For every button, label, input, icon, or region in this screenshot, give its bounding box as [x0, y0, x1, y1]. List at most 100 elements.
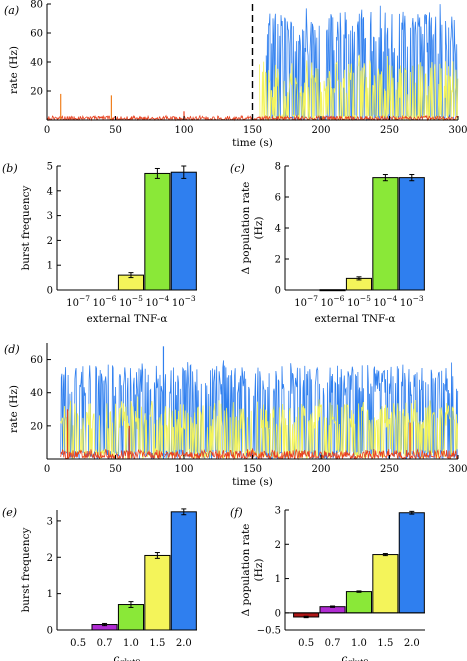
x-tick-label: 50 [109, 125, 122, 136]
x-tick-label: 10−7 [294, 294, 318, 309]
panel-d: 0 50 100 150 200 250 300 20 40 60 time (s) rate (Hz… [4, 343, 467, 488]
bar [372, 554, 399, 614]
x-tick-label: 250 [380, 125, 399, 136]
x-tick-label: 150 [243, 464, 262, 475]
y-tick-label: 20 [30, 87, 43, 98]
y-tick-label: 1 [275, 574, 281, 585]
x-tick-label: 1.0 [123, 638, 139, 649]
x-tick-label: 10−3 [400, 294, 424, 309]
x-tick-label: 0.7 [97, 638, 113, 649]
x-tick-label: 200 [311, 125, 330, 136]
y-tick-label: 3 [275, 506, 281, 517]
x-tick-label: 0.5 [70, 638, 86, 649]
x-tick-label: 1.0 [351, 638, 367, 649]
panel-label: (f) [230, 506, 243, 519]
series-trace-1 [60, 396, 459, 461]
bar [144, 554, 171, 631]
y-axis-label: burst frequency [20, 186, 32, 271]
y-tick-label: 0 [275, 608, 281, 619]
y-tick-label: 40 [30, 58, 43, 69]
y-tick-label: −0.5 [257, 626, 281, 637]
panel-c: 10−7 10−6 10−5 10−4 10−3 0 2 4 6 8 external TNF-α Δ… [230, 162, 425, 325]
x-axis-label: cglut0 [341, 653, 368, 661]
x-tick-label: 10−4 [145, 294, 169, 309]
x-axis-label: external TNF-α [87, 313, 168, 325]
x-axis-label: external TNF-α [315, 313, 396, 325]
panel-b: 10−7 10−6 10−5 10−4 10−3 0 1 2 3 4 5 external TNF-α… [2, 162, 197, 325]
x-tick-label: 10−6 [321, 294, 345, 309]
y-tick-label: 1 [47, 589, 53, 600]
y-tick-label: 5 [47, 162, 53, 173]
panel-label: (c) [230, 162, 245, 175]
y-tick-label: 80 [30, 0, 43, 11]
y-tick-label: 3 [47, 211, 53, 222]
y-tick-label: 60 [30, 29, 43, 40]
bar [398, 177, 425, 291]
panel-label: (e) [2, 506, 17, 519]
x-tick-label: 0.7 [325, 638, 341, 649]
y-tick-label: 0 [275, 286, 281, 297]
x-tick-label: 300 [448, 464, 467, 475]
y-tick-label: 3 [47, 516, 53, 527]
y-tick-label: 40 [30, 388, 43, 399]
x-tick-label: 1.5 [377, 638, 393, 649]
y-tick-label: 0 [47, 286, 53, 297]
y-tick-label: 60 [30, 355, 43, 366]
x-tick-label: 10−5 [347, 294, 371, 309]
panel-f: 0.5 0.7 1.0 1.5 2.0 −0.5 0 1 2 3 cglut0 Δ populatio… [230, 506, 425, 661]
panel-label: (b) [2, 162, 18, 175]
bar [144, 172, 171, 291]
bar [345, 591, 373, 614]
y-axis-label: burst frequency [20, 528, 32, 613]
x-tick-label: 200 [311, 464, 330, 475]
x-tick-label: 150 [243, 125, 262, 136]
y-axis-label: rate (Hz) [8, 385, 20, 433]
panel-e: 0.5 0.7 1.0 1.5 2.0 0 1 2 3 cglut0 burst frequency… [2, 506, 197, 661]
series-trace-1 [259, 54, 459, 122]
y-axis-unit: (Hz) [253, 217, 265, 240]
x-tick-label: 300 [448, 125, 467, 136]
bar [117, 604, 145, 631]
x-axis-label: time (s) [232, 137, 273, 149]
x-tick-label: 250 [380, 464, 399, 475]
x-tick-label: 10−6 [93, 294, 117, 309]
panel-label: (d) [4, 343, 20, 356]
y-tick-label: 0 [47, 626, 53, 637]
x-tick-label: 2.0 [176, 638, 192, 649]
bar [398, 512, 425, 614]
y-tick-label: 4 [275, 224, 281, 235]
x-tick-label: 0 [44, 125, 50, 136]
y-tick-label: 6 [275, 193, 281, 204]
x-tick-label: 1.5 [149, 638, 165, 649]
y-tick-label: 1 [47, 261, 53, 272]
y-tick-label: 2 [47, 553, 53, 564]
y-tick-label: 8 [275, 162, 281, 173]
y-axis-label: Δ population rate [240, 524, 252, 617]
x-tick-label: 0.5 [298, 638, 314, 649]
x-tick-label: 10−4 [373, 294, 397, 309]
bar [372, 177, 399, 291]
x-tick-label: 100 [174, 464, 193, 475]
x-tick-label: 50 [109, 464, 122, 475]
x-axis-label: time (s) [232, 476, 273, 488]
bar [170, 171, 197, 291]
bar [170, 511, 197, 631]
panel-label: (a) [4, 4, 19, 17]
y-axis-label: Δ population rate [240, 182, 252, 275]
x-tick-label: 10−3 [172, 294, 196, 309]
y-tick-label: 2 [275, 255, 281, 266]
y-tick-label: 4 [47, 186, 53, 197]
panel-a: 0 50 100 150 200 250 300 20 40 60 80 time (s) rate (… [4, 0, 467, 149]
x-tick-label: 10−7 [66, 294, 90, 309]
y-axis-unit: (Hz) [253, 559, 265, 582]
x-tick-label: 2.0 [404, 638, 420, 649]
x-tick-label: 0 [44, 464, 50, 475]
y-axis-label: rate (Hz) [8, 46, 20, 94]
series-trace-2 [60, 447, 459, 461]
y-tick-label: 20 [30, 421, 43, 432]
x-axis-label: cglut0 [113, 653, 140, 661]
y-tick-label: 2 [47, 236, 53, 247]
x-tick-label: 10−5 [119, 294, 143, 309]
series-trace-0 [265, 4, 459, 122]
